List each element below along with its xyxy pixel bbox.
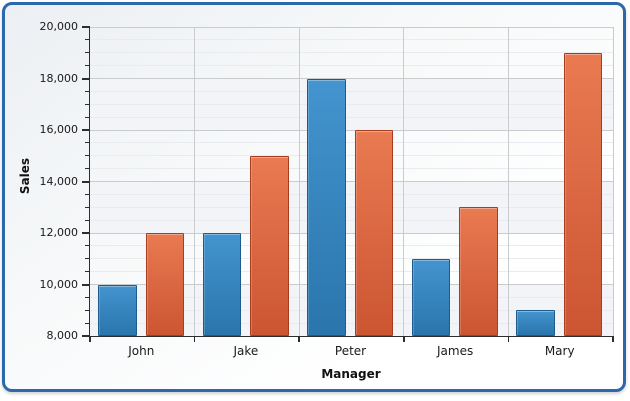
bar-series-1-blue-mary[interactable] (516, 310, 555, 336)
gridline-vertical (612, 27, 614, 336)
x-tick (612, 336, 614, 342)
bar-series-2-orange-peter[interactable] (354, 130, 394, 336)
y-tick-major (82, 180, 90, 183)
gridline-minor (90, 309, 613, 311)
x-category-label: Mary (544, 344, 575, 358)
y-tick-major (82, 129, 90, 131)
y-tick-minor (85, 322, 90, 324)
x-tick (89, 336, 91, 342)
y-tick-minor (85, 116, 90, 118)
y-tick-minor (85, 258, 90, 260)
gridline-minor (90, 271, 613, 273)
y-tick-minor (85, 142, 90, 144)
y-tick-label: 14,000 (39, 174, 79, 188)
gridline-minor (90, 116, 613, 118)
y-tick-minor (85, 52, 90, 54)
y-tick-major (82, 77, 90, 80)
y-tick-minor (85, 65, 90, 67)
y-tick-minor (85, 219, 90, 221)
gridline-minor (90, 52, 613, 54)
gridline-vertical (403, 27, 405, 336)
gridline-minor (90, 155, 613, 157)
gridline-major (90, 78, 613, 79)
gridline-vertical (507, 27, 509, 336)
y-tick-label: 10,000 (39, 277, 79, 291)
x-category-label: James (436, 344, 474, 358)
x-tick (507, 336, 510, 342)
plot-area (82, 26, 614, 342)
x-tick (193, 336, 196, 342)
gridline-minor (90, 39, 613, 41)
gridline-major (90, 27, 613, 28)
gridline-minor (90, 103, 613, 105)
bar-series-2-orange-john[interactable] (145, 233, 184, 336)
gridline-minor (90, 245, 613, 247)
y-tick-minor (85, 90, 90, 92)
gridline-minor (90, 296, 613, 298)
gridline-major (90, 181, 613, 182)
x-axis-title: Manager (321, 367, 381, 381)
x-category-label: Jake (233, 344, 259, 358)
bar-series-2-orange-jake[interactable] (250, 155, 289, 336)
bar-series-2-orange-mary[interactable] (563, 52, 603, 336)
y-tick-minor (85, 206, 90, 208)
y-tick-minor (85, 155, 90, 157)
y-tick-label: 20,000 (39, 20, 79, 33)
y-tick-label: 8,000 (46, 329, 79, 342)
y-tick-minor (85, 309, 90, 311)
bar-series-1-blue-james[interactable] (411, 258, 451, 336)
gridline-vertical (298, 27, 300, 336)
y-tick-minor (85, 193, 90, 195)
gridline-major (90, 284, 613, 285)
x-category-label: Peter (334, 344, 367, 358)
gridline-major (90, 129, 613, 131)
gridline-minor (90, 90, 613, 92)
y-tick-label: 18,000 (39, 71, 79, 85)
bar-series-1-blue-peter[interactable] (307, 78, 346, 336)
y-tick-major (82, 26, 90, 28)
y-tick-major (82, 283, 90, 286)
gridline-vertical (194, 27, 196, 336)
y-tick-minor (85, 245, 90, 247)
x-category-label: John (128, 344, 155, 358)
bar-series-2-orange-james[interactable] (459, 207, 498, 336)
y-tick-minor (85, 39, 90, 41)
y-tick-label: 16,000 (39, 123, 79, 136)
y-tick-minor (85, 168, 90, 170)
y-tick-major (82, 232, 90, 234)
y-tick-major (82, 335, 90, 337)
gridline-major (90, 232, 613, 234)
gridline-minor (90, 65, 613, 67)
gridline-minor (90, 206, 613, 208)
gridline-minor (90, 168, 613, 170)
bar-series-1-blue-jake[interactable] (202, 233, 242, 336)
y-tick-label: 12,000 (39, 226, 79, 239)
x-tick (403, 336, 405, 342)
gridline-minor (90, 142, 613, 144)
gridline-minor (90, 258, 613, 260)
y-tick-minor (85, 103, 90, 105)
y-tick-minor (85, 271, 90, 273)
x-tick (298, 336, 300, 342)
y-tick-minor (85, 296, 90, 298)
bar-series-1-blue-john[interactable] (98, 284, 137, 336)
gridline-minor (90, 219, 613, 221)
gridline-minor (90, 193, 613, 195)
gridline-minor (90, 322, 613, 324)
